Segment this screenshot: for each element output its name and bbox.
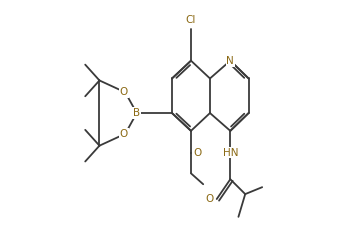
Text: O: O bbox=[206, 194, 214, 204]
Text: B: B bbox=[133, 108, 140, 118]
Text: O: O bbox=[120, 87, 128, 97]
Text: N: N bbox=[226, 56, 234, 66]
Text: HN: HN bbox=[223, 148, 238, 158]
Text: O: O bbox=[120, 129, 128, 139]
Text: Cl: Cl bbox=[186, 15, 196, 25]
Text: O: O bbox=[194, 148, 202, 158]
